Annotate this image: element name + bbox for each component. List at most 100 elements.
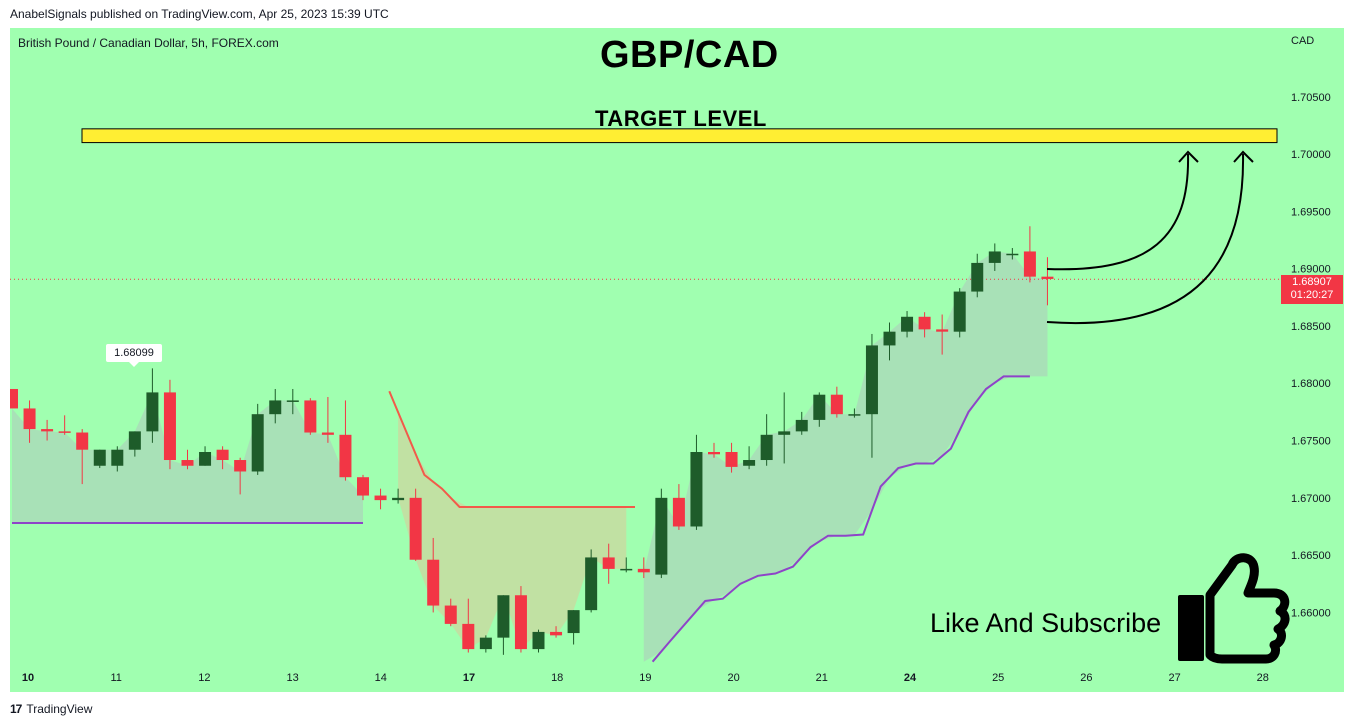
candle — [971, 253, 984, 298]
y-tick-label: 1.70000 — [1291, 149, 1331, 161]
candle-body — [286, 400, 299, 402]
bar-countdown: 01:20:27 — [1290, 289, 1334, 301]
candle-body — [216, 449, 229, 461]
indicator-line-2 — [651, 375, 1030, 663]
target-layer — [81, 128, 1278, 144]
candle — [444, 598, 457, 627]
candle — [936, 314, 949, 355]
candle — [321, 396, 334, 443]
chart-area[interactable]: 1.70500 1.70000 1.69500 1.69000 1.68500 1.680… — [10, 28, 1344, 692]
candle-body — [532, 631, 545, 650]
candle-body — [725, 452, 738, 467]
candle-body — [901, 316, 914, 332]
candle-body — [585, 557, 598, 611]
candle-body — [251, 414, 264, 472]
candle — [953, 288, 966, 338]
x-tick-label: 10 — [22, 672, 34, 684]
indicator-layer — [10, 278, 1281, 663]
x-tick-label: 20 — [727, 672, 739, 684]
candle — [743, 446, 756, 470]
candle — [1023, 226, 1036, 283]
target-zone — [81, 128, 1278, 144]
candle-body — [1023, 251, 1036, 277]
candle — [10, 388, 18, 409]
candle — [304, 398, 317, 435]
candle — [199, 446, 212, 466]
candle-body — [813, 394, 826, 420]
candle — [883, 322, 896, 361]
candle-body — [128, 431, 141, 450]
candle-body — [181, 460, 194, 466]
candle — [23, 400, 36, 443]
last-price-tag: 1.68907 01:20:27 — [1281, 275, 1343, 304]
cloud-fill-middle — [398, 412, 627, 650]
candle — [269, 388, 282, 424]
x-tick-label: 18 — [551, 672, 563, 684]
footer: 17 TradingView — [10, 702, 92, 716]
candle — [216, 446, 229, 470]
candle-body — [427, 559, 440, 606]
candle-body — [357, 477, 369, 496]
projection-arrow-upper — [1046, 153, 1190, 271]
tradingview-logo-icon: 17 — [10, 702, 22, 716]
candle-body — [514, 595, 527, 650]
x-tick-label: 25 — [992, 672, 1004, 684]
peak-label-pointer — [129, 362, 139, 367]
candle — [58, 415, 71, 435]
x-tick-label: 24 — [904, 672, 917, 684]
candle — [602, 543, 615, 584]
candle-body — [971, 262, 984, 292]
candle — [760, 414, 773, 466]
candle-body — [462, 623, 475, 650]
x-tick-label: 11 — [110, 672, 121, 684]
price-chart[interactable]: 1.70500 1.70000 1.69500 1.69000 1.68500 1.680… — [10, 28, 1344, 692]
candle-body — [672, 497, 685, 527]
candle-body — [41, 429, 54, 432]
candle — [865, 333, 878, 458]
candle — [1006, 248, 1019, 260]
y-tick-label: 1.66500 — [1291, 550, 1331, 562]
candle — [251, 403, 264, 475]
candle-body — [655, 497, 668, 575]
candle — [918, 312, 931, 338]
candle — [848, 408, 861, 418]
candle — [286, 388, 299, 415]
candle-body — [1041, 276, 1054, 279]
candle — [163, 379, 176, 470]
candle — [427, 537, 440, 613]
projection-arrow-lower-head — [1233, 150, 1254, 163]
target-level-label: TARGET LEVEL — [595, 106, 767, 131]
x-tick-label: 17 — [463, 672, 475, 684]
candle-body — [760, 434, 773, 461]
candle-body — [23, 408, 36, 430]
cloud-fill-left — [12, 392, 363, 523]
y-tick-label: 1.68000 — [1291, 378, 1331, 390]
candle-body — [620, 568, 633, 571]
y-tick-label: 1.66000 — [1291, 607, 1331, 619]
candle — [585, 549, 598, 613]
candle — [146, 368, 159, 443]
candle — [111, 446, 124, 472]
candle-body — [708, 452, 720, 455]
x-tick-label: 19 — [639, 672, 651, 684]
candle-body — [10, 388, 18, 409]
candle — [655, 488, 668, 579]
candle — [392, 488, 405, 504]
candle-body — [602, 557, 615, 569]
candle-body — [392, 497, 405, 501]
symbol-description: British Pound / Canadian Dollar, 5h, FOR… — [18, 36, 279, 50]
candle — [988, 243, 1001, 271]
candle-body — [479, 637, 492, 650]
projection-arrow-upper-head — [1178, 150, 1199, 163]
candle — [901, 311, 914, 338]
candle — [339, 400, 352, 481]
candle — [778, 392, 791, 464]
candle — [234, 457, 247, 495]
candle — [532, 629, 545, 653]
candle — [1041, 257, 1054, 306]
candle — [830, 386, 843, 418]
projection-arrow-lower — [1046, 153, 1245, 325]
candle-body — [637, 568, 650, 573]
candle-body — [953, 291, 966, 332]
candle — [409, 488, 422, 561]
